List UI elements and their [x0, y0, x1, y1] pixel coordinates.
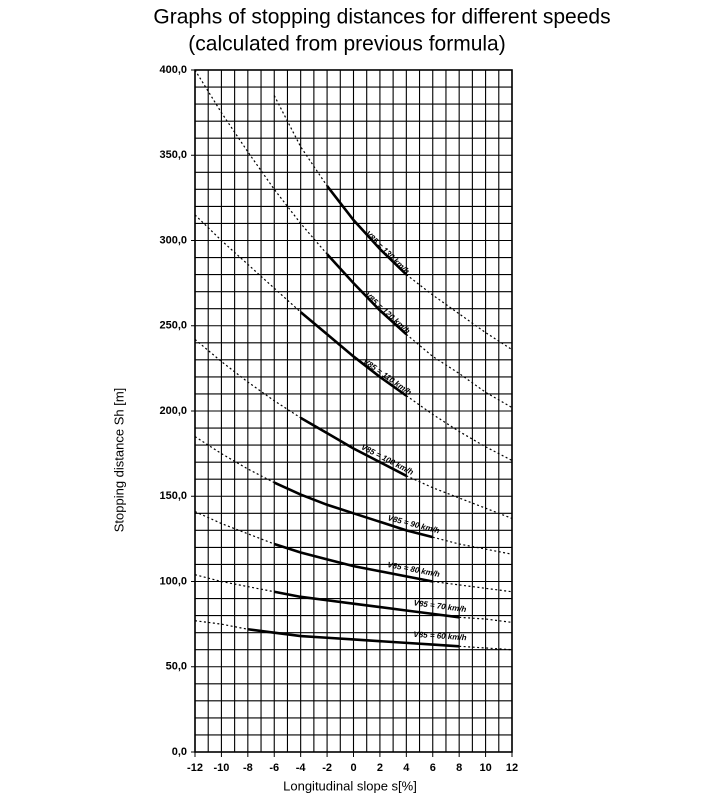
curve-solid [274, 590, 460, 619]
curve-dotted [194, 338, 301, 419]
chart-subtitle: (calculated from previous formula) [188, 33, 505, 56]
curve-solid [326, 253, 408, 336]
x-tick-label: -8 [243, 762, 253, 774]
legend-label: V85 = 60 km/h [413, 630, 467, 642]
curve-solid [247, 627, 460, 648]
x-tick-label: 12 [506, 762, 518, 774]
y-tick-label: 0,0 [172, 746, 187, 758]
curve-solid [273, 542, 433, 583]
curve-dotted [405, 274, 513, 351]
curve-dotted [273, 95, 328, 187]
y-tick-label: 150,0 [159, 490, 187, 502]
x-tick-label: 6 [430, 762, 436, 774]
x-tick-label: 4 [403, 762, 410, 774]
curve-dotted [194, 436, 275, 484]
curve-dotted [406, 475, 513, 519]
curve-dotted [405, 395, 513, 461]
x-tick-label: 2 [377, 762, 383, 774]
x-tick-label: -12 [187, 762, 203, 774]
y-tick-label: 350,0 [159, 149, 187, 161]
curve-solid [326, 185, 408, 276]
y-axis-label: Stopping distance Sh [m] [111, 388, 126, 533]
y-tick-label: 400,0 [159, 64, 187, 76]
x-tick-label: -6 [269, 762, 279, 774]
x-tick-label: -2 [322, 762, 332, 774]
curve-dotted [405, 333, 513, 409]
x-axis-label: Longitudinal slope s[%] [283, 778, 417, 793]
curve-dotted [432, 536, 513, 555]
y-tick-label: 200,0 [159, 405, 187, 417]
chart-title: Graphs of stopping distances for differe… [153, 6, 610, 29]
curve-dotted [194, 69, 328, 255]
curve-dotted [194, 511, 275, 545]
x-tick-label: -4 [296, 762, 307, 774]
x-tick-label: 8 [456, 762, 462, 774]
curve-dotted [194, 214, 302, 313]
x-tick-label: -10 [213, 762, 229, 774]
legend-label: V85 = 120 km/h [363, 290, 412, 335]
curve-solid [273, 481, 434, 539]
x-tick-label: 0 [350, 762, 356, 774]
curve-dotted [194, 574, 275, 593]
x-tick-label: 10 [479, 762, 491, 774]
legend-label: V85 = 130 km/h [364, 229, 412, 276]
curve-solid [300, 416, 407, 477]
y-tick-label: 300,0 [159, 234, 187, 246]
y-tick-label: 250,0 [159, 320, 187, 332]
curve-solid [299, 311, 408, 397]
y-tick-label: 100,0 [159, 575, 187, 587]
y-tick-label: 50,0 [166, 661, 187, 673]
